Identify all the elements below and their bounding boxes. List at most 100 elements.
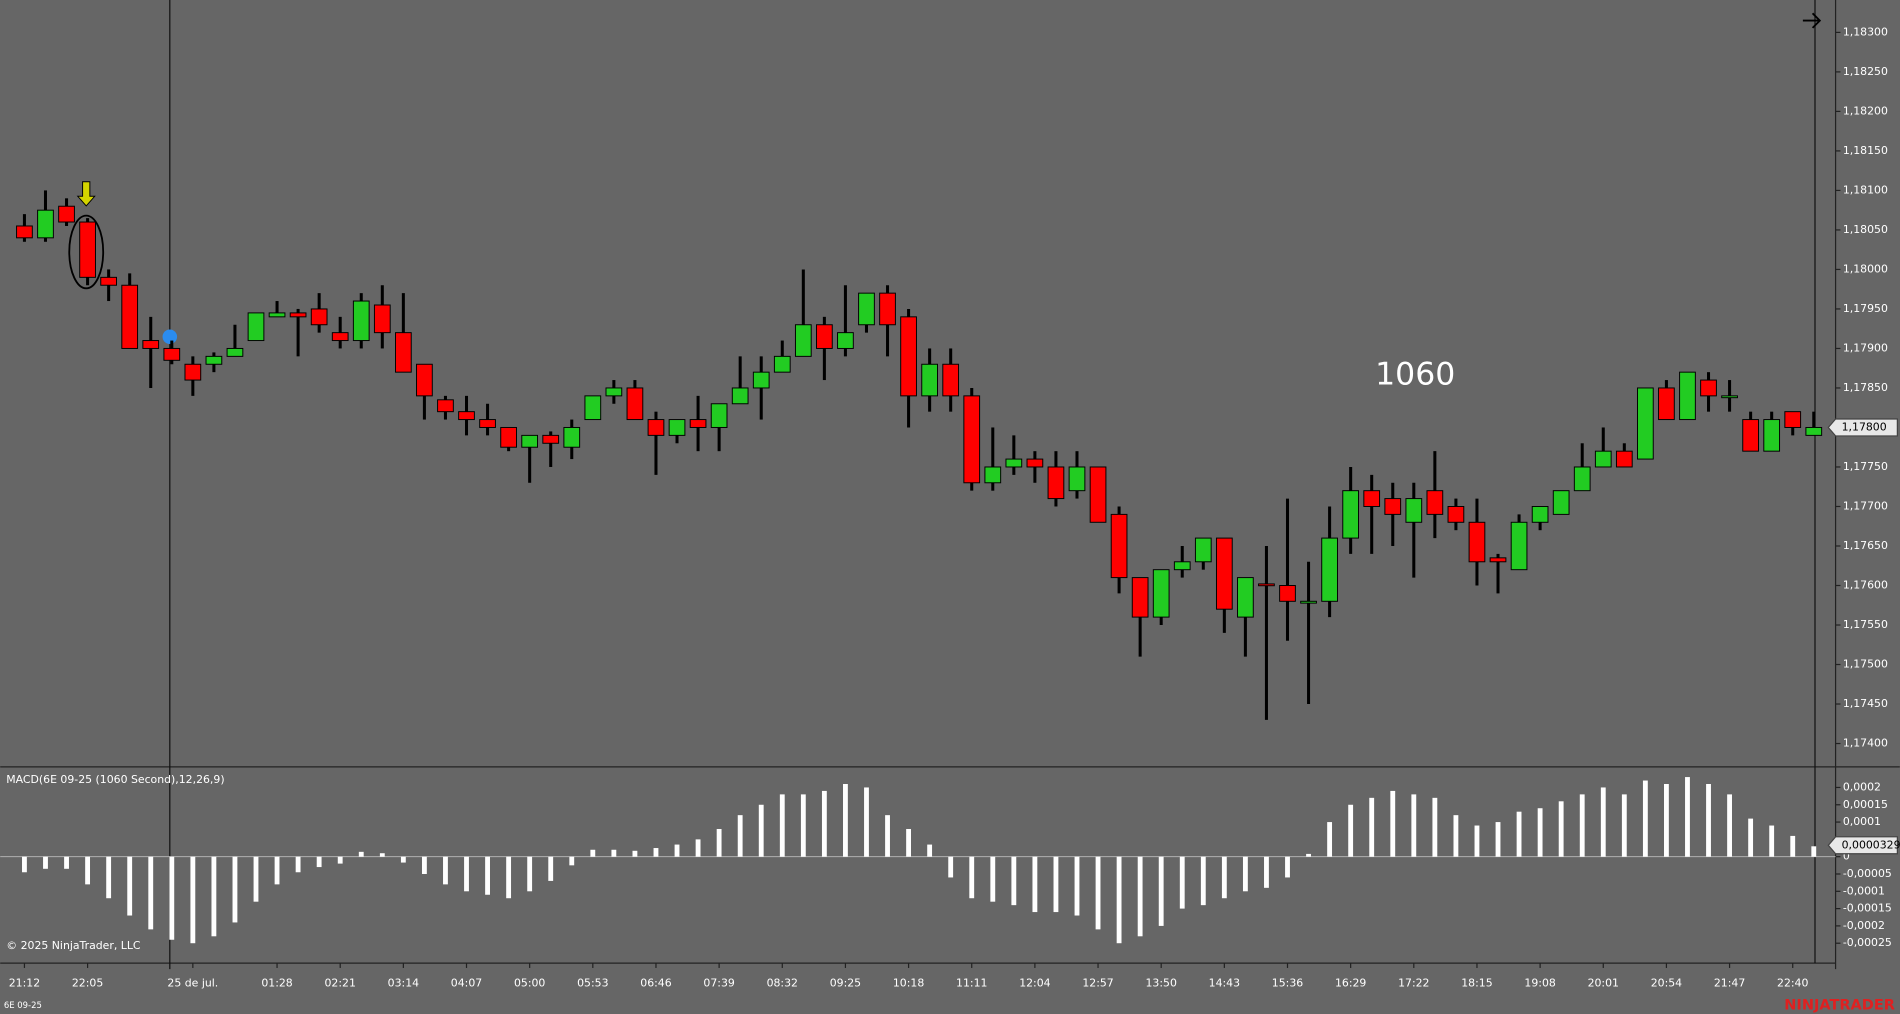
candle-body: [626, 387, 644, 421]
y-tick-label: 1,18100: [1843, 183, 1888, 196]
histogram-bar: [85, 856, 91, 885]
histogram-bar: [611, 849, 617, 857]
y-tick-label: 0,0001: [1843, 815, 1881, 828]
x-tick-label: 16:29: [1335, 977, 1366, 990]
histogram-bar: [1495, 822, 1501, 857]
histogram-bar: [527, 856, 533, 892]
candle-body: [1342, 490, 1360, 539]
histogram-bar: [1369, 797, 1375, 857]
histogram-bar: [43, 856, 48, 869]
x-tick-label: 05:00: [514, 977, 545, 990]
histogram-bar: [337, 856, 343, 864]
candle-body: [500, 426, 517, 448]
histogram-bar: [1285, 856, 1290, 878]
x-tick-label: 21:12: [9, 977, 40, 990]
candle-body: [79, 221, 96, 278]
histogram-bar: [864, 787, 869, 857]
down-arrow: [76, 181, 96, 207]
histogram-bar: [885, 815, 890, 857]
histogram-bar: [506, 856, 512, 899]
current-value-label: 0,0000329: [1842, 838, 1900, 851]
x-tick-label: 22:05: [72, 977, 103, 990]
candle-body: [752, 371, 770, 389]
candle-body: [289, 312, 307, 318]
histogram-bar: [1221, 856, 1227, 899]
candle-body: [1237, 577, 1254, 618]
candle-body: [1552, 490, 1570, 515]
histogram-bar: [253, 856, 259, 902]
candle-body: [373, 304, 391, 334]
histogram-bar: [274, 856, 280, 885]
histogram-bar: [1558, 801, 1564, 857]
candle-body: [668, 419, 686, 436]
histogram-bar: [1074, 856, 1080, 916]
y-tick-label: 1,18200: [1843, 104, 1888, 117]
x-tick-label: 14:43: [1209, 977, 1240, 990]
candle-body: [437, 399, 454, 413]
candle-body: [1805, 426, 1823, 436]
histogram-bar: [127, 856, 133, 916]
x-tick-label: 04:07: [451, 977, 482, 990]
x-tick-label: 20:54: [1651, 977, 1682, 990]
x-tick-label: 20:01: [1588, 977, 1619, 990]
histogram-bar: [821, 790, 827, 857]
x-tick-label: 07:39: [703, 977, 734, 990]
histogram-bar: [1348, 804, 1354, 857]
candle-body: [900, 316, 917, 397]
candle-body: [226, 347, 244, 357]
candle-body: [605, 387, 623, 397]
candle-body: [121, 284, 139, 349]
candle-body: [1763, 419, 1781, 452]
candle-body: [1531, 505, 1549, 523]
histogram-bar: [1179, 856, 1185, 909]
y-tick-label: 1,17650: [1843, 539, 1888, 552]
candle-body: [394, 332, 412, 373]
candle-body: [1700, 379, 1717, 397]
candle-body: [1005, 458, 1023, 468]
y-tick-label: 1,17950: [1843, 302, 1888, 315]
y-tick-label: 1,18150: [1843, 144, 1888, 157]
x-tick-label: 12:57: [1082, 977, 1113, 990]
histogram-bar: [1811, 846, 1817, 857]
histogram-bar: [22, 856, 27, 873]
y-tick-label: 0,0002: [1843, 780, 1881, 793]
candle-body: [1447, 505, 1465, 523]
candle-body: [1594, 450, 1612, 468]
candle-body: [184, 363, 202, 381]
y-tick-label: -0,00015: [1843, 902, 1892, 915]
candle-body: [1194, 537, 1212, 563]
histogram-bar: [1474, 825, 1480, 857]
x-tick-label: 02:21: [325, 977, 356, 990]
scroll-arrow[interactable]: [1802, 12, 1822, 29]
candle-body: [458, 411, 475, 421]
x-tick-label: 19:08: [1524, 977, 1555, 990]
candle-body: [1152, 569, 1170, 618]
candle-body: [689, 419, 707, 428]
histogram-bar: [1621, 794, 1627, 857]
histogram-bar: [1200, 856, 1206, 906]
candle-body: [1363, 490, 1381, 507]
histogram-bar: [1390, 790, 1396, 857]
candle-body: [1215, 537, 1233, 610]
candle-body: [479, 419, 496, 428]
brand: NINJATRADER: [1784, 998, 1895, 1014]
histogram-bar: [379, 853, 385, 857]
y-tick-label: -0,00025: [1843, 936, 1892, 949]
histogram-bar: [695, 839, 701, 857]
y-tick-label: 1,17700: [1843, 499, 1888, 512]
histogram-bar: [1095, 856, 1101, 930]
candle-body: [268, 312, 286, 318]
candle-body: [563, 426, 581, 448]
candle-body: [1658, 387, 1675, 421]
histogram-bar: [653, 848, 659, 857]
candle-body: [1784, 411, 1802, 428]
candle-body: [1721, 395, 1738, 399]
candle-body: [1068, 466, 1086, 492]
candle-body: [1279, 585, 1296, 602]
y-tick-label: -0,00005: [1843, 867, 1892, 880]
histogram-bar: [969, 856, 975, 899]
x-tick-label: 09:25: [830, 977, 861, 990]
candle-body: [58, 205, 75, 223]
histogram-bar: [1516, 811, 1522, 857]
histogram-bar: [1432, 797, 1438, 857]
